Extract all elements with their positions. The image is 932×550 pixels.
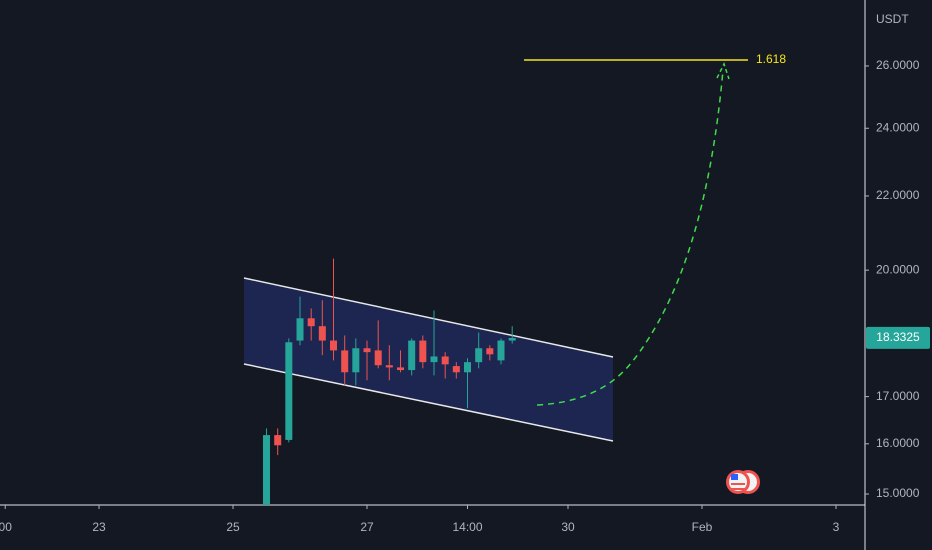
- x-tick-label: 00: [0, 520, 12, 534]
- candle-body: [263, 435, 271, 505]
- x-tick-label: 23: [92, 520, 106, 534]
- channel-top: [243, 277, 614, 358]
- y-tick-label: 15.0000: [876, 486, 920, 500]
- channel-bottom: [243, 363, 614, 442]
- candle-body: [430, 356, 438, 363]
- candle-body: [285, 342, 293, 440]
- y-tick-label: 20.0000: [876, 262, 920, 276]
- candle-body: [486, 348, 494, 355]
- candle-body: [497, 340, 505, 361]
- candle-body: [475, 348, 483, 363]
- candle-body: [363, 348, 371, 353]
- candle-body: [330, 340, 338, 351]
- event-icons: [726, 470, 760, 494]
- candle-body: [441, 356, 449, 365]
- fib-label: 1.618: [756, 52, 786, 66]
- price-label-box: [866, 326, 930, 349]
- x-tick-label: 30: [561, 520, 575, 534]
- x-tick-label: 3: [833, 520, 840, 534]
- candle-body: [385, 365, 393, 368]
- y-tick-label: 17.0000: [876, 389, 920, 403]
- arrow-head: [716, 62, 730, 80]
- y-axis-label: USDT: [876, 12, 909, 26]
- candle-body: [464, 362, 472, 373]
- y-tick-label: 24.0000: [876, 120, 920, 134]
- candle-body: [452, 366, 460, 373]
- projection-arrow: [536, 69, 724, 406]
- x-tick-label: 27: [360, 520, 374, 534]
- y-tick-label: 16.0000: [876, 436, 920, 450]
- x-tick-label: 25: [226, 520, 240, 534]
- candle-body: [296, 318, 304, 341]
- candle-body: [274, 435, 282, 446]
- candle-body: [374, 350, 382, 366]
- y-tick-label: 22.0000: [876, 188, 920, 202]
- x-tick-label: Feb: [692, 520, 713, 534]
- candle-body: [307, 318, 315, 327]
- candles: [263, 258, 516, 505]
- candle-body: [341, 350, 349, 373]
- candle-body: [408, 340, 416, 371]
- candle-body: [419, 340, 427, 363]
- candle-body: [352, 348, 360, 373]
- candle-body: [318, 326, 326, 341]
- channel: [244, 278, 613, 441]
- price-label: 18.3325: [876, 330, 920, 344]
- y-tick-label: 26.0000: [876, 58, 920, 72]
- candle-body: [508, 338, 516, 341]
- x-tick-label: 14:00: [452, 520, 482, 534]
- candle-body: [397, 367, 405, 371]
